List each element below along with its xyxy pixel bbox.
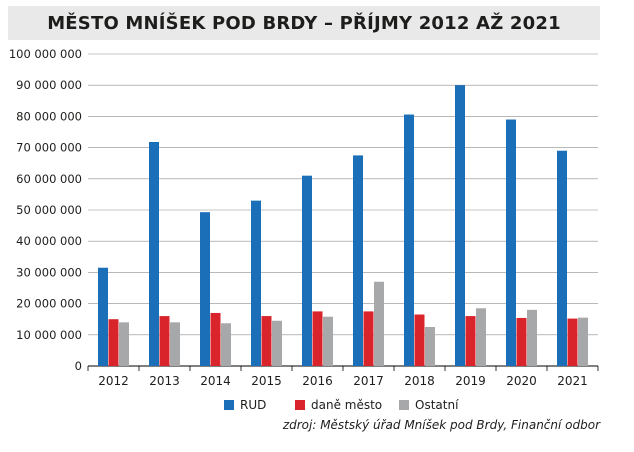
x-tick-label: 2020: [506, 374, 537, 388]
y-tick-label: 50 000 000: [16, 203, 82, 217]
bar-2018-RUD: [404, 114, 414, 366]
bar-2014-Ostatní: [221, 323, 231, 366]
bar-2021-daně město: [567, 318, 578, 366]
bar-2018-Ostatní: [425, 327, 435, 366]
bar-2021-Ostatní: [578, 317, 588, 366]
x-tick-label: 2012: [98, 374, 129, 388]
bar-2015-Ostatní: [272, 320, 282, 366]
bar-2019-daně město: [465, 316, 476, 366]
x-tick-label: 2016: [302, 374, 333, 388]
bar-2015-daně město: [261, 316, 272, 366]
bar-2013-daně město: [159, 316, 170, 366]
x-tick-label: 2018: [404, 374, 435, 388]
bar-2020-RUD: [506, 119, 516, 367]
x-tick-label: 2019: [455, 374, 486, 388]
legend-swatch-daně město: [295, 400, 305, 410]
bar-2013-RUD: [149, 141, 159, 366]
bar-2019-RUD: [455, 85, 465, 366]
bar-2014-RUD: [200, 212, 210, 366]
chart-title-bar: MĚSTO MNÍŠEK POD BRDY – PŘÍJMY 2012 AŽ 2…: [8, 6, 600, 40]
legend-label: Ostatní: [415, 398, 459, 412]
bar-2017-Ostatní: [374, 281, 384, 366]
bar-2013-Ostatní: [170, 322, 180, 366]
legend-swatch-RUD: [224, 400, 234, 410]
y-tick-label: 70 000 000: [16, 141, 82, 155]
y-tick-label: 100 000 000: [9, 47, 82, 61]
y-tick-label: 20 000 000: [16, 297, 82, 311]
legend-swatch-Ostatní: [399, 400, 409, 410]
y-tick-label: 40 000 000: [16, 234, 82, 248]
y-tick-label: 80 000 000: [16, 109, 82, 123]
bar-2012-RUD: [98, 267, 108, 366]
x-tick-label: 2013: [149, 374, 180, 388]
y-tick-label: 60 000 000: [16, 172, 82, 186]
bar-2014-daně město: [210, 312, 221, 366]
chart-title: MĚSTO MNÍŠEK POD BRDY – PŘÍJMY 2012 AŽ 2…: [47, 12, 561, 34]
bar-2016-RUD: [302, 175, 312, 366]
bar-2020-daně město: [516, 317, 527, 366]
bar-2016-daně město: [312, 311, 323, 366]
bar-2020-Ostatní: [527, 309, 537, 366]
bar-2017-RUD: [353, 155, 363, 366]
bar-2012-Ostatní: [119, 322, 129, 366]
legend-label: RUD: [240, 398, 266, 412]
y-tick-label: 30 000 000: [16, 265, 82, 279]
legend-label: daně město: [311, 398, 382, 412]
y-tick-label: 10 000 000: [16, 328, 82, 342]
bar-2017-daně město: [363, 311, 374, 366]
y-tick-label: 90 000 000: [16, 78, 82, 92]
x-tick-label: 2017: [353, 374, 384, 388]
bar-2012-daně město: [108, 319, 119, 366]
bar-2015-RUD: [251, 200, 261, 366]
source-note: zdroj: Městský úřad Mníšek pod Brdy, Fin…: [282, 418, 600, 432]
x-tick-label: 2021: [557, 374, 588, 388]
bar-2016-Ostatní: [323, 316, 333, 366]
y-tick-label: 0: [75, 359, 82, 373]
x-tick-label: 2014: [200, 374, 231, 388]
bar-2019-Ostatní: [476, 308, 486, 366]
x-tick-label: 2015: [251, 374, 282, 388]
bar-2018-daně město: [414, 314, 425, 366]
bar-2021-RUD: [557, 150, 567, 366]
